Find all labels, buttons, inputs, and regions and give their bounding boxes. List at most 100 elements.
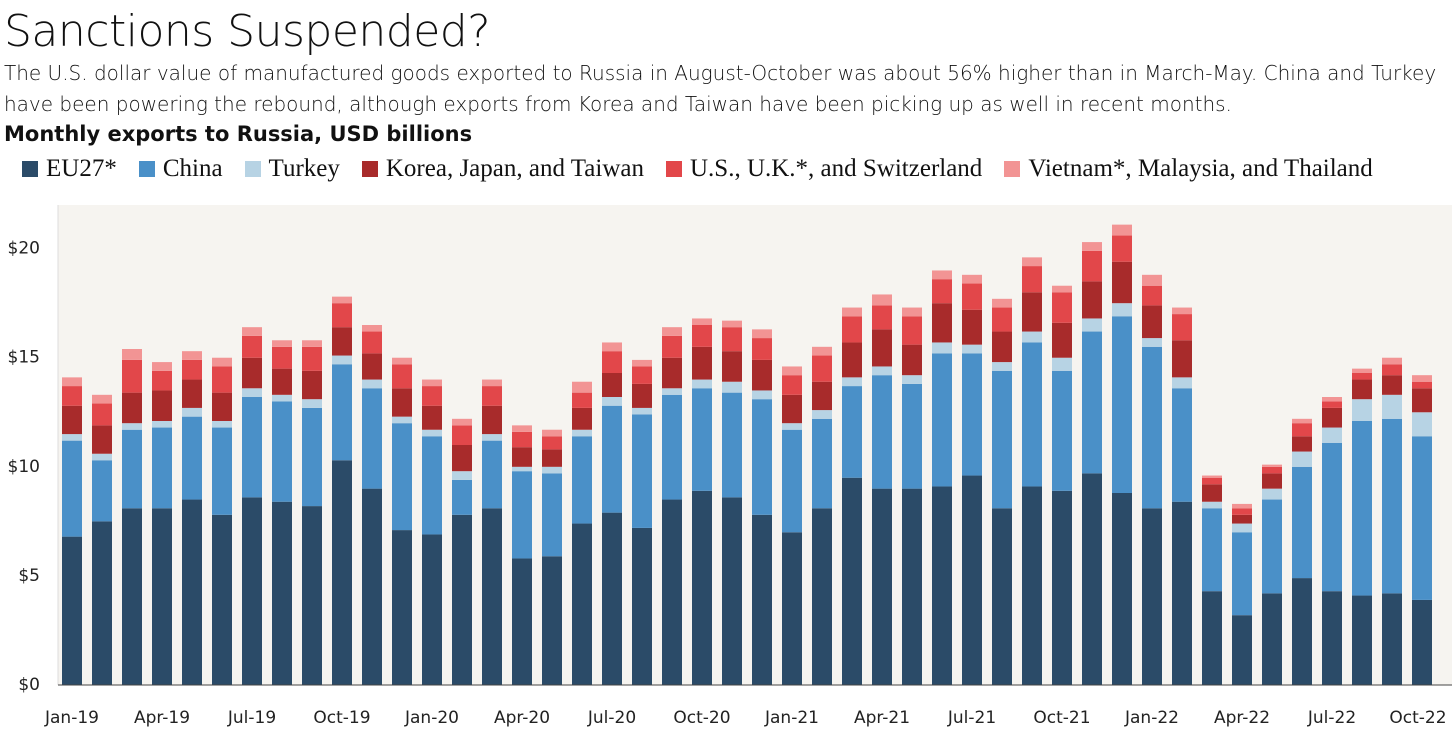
bar-segment xyxy=(662,394,682,500)
bar-segment xyxy=(1112,493,1132,685)
bar-segment xyxy=(722,320,742,328)
bar-segment xyxy=(1142,274,1162,286)
bar-segment xyxy=(722,392,742,498)
legend-item: U.S., U.K.*, and Switzerland xyxy=(665,154,982,184)
bar-segment xyxy=(272,394,292,402)
bar-segment xyxy=(362,353,382,380)
x-tick-label: Jul-19 xyxy=(227,708,276,728)
bar-segment xyxy=(182,407,202,417)
bar-segment xyxy=(422,386,442,406)
bar-segment xyxy=(902,316,922,345)
bar-segment xyxy=(272,501,292,685)
x-tick-label: Jan-21 xyxy=(764,708,819,728)
bar-segment xyxy=(1412,375,1432,382)
bar-segment xyxy=(692,490,712,685)
bar-segment xyxy=(272,340,292,347)
legend-label: Korea, Japan, and Taiwan xyxy=(385,155,644,182)
bar-segment xyxy=(1322,397,1342,402)
legend-swatch xyxy=(1004,161,1021,177)
bar-segment xyxy=(1322,591,1342,685)
bar-segment xyxy=(812,355,832,382)
bar-segment xyxy=(872,366,892,376)
bar-segment xyxy=(1322,407,1342,428)
y-tick-label: $15 xyxy=(8,348,40,368)
bar-segment xyxy=(662,388,682,395)
bar-segment xyxy=(722,497,742,685)
bar-segment xyxy=(1322,442,1342,592)
x-tick-label: Oct-19 xyxy=(313,708,370,728)
bar-segment xyxy=(92,425,112,454)
bar-segment xyxy=(1202,508,1222,592)
bar-segment xyxy=(62,536,82,685)
bar-segment xyxy=(392,388,412,417)
bar-segment xyxy=(572,436,592,524)
legend-label: Turkey xyxy=(268,155,340,182)
bar-segment xyxy=(722,351,742,382)
bar-segment xyxy=(332,303,352,328)
bar-segment xyxy=(212,427,232,515)
bar-segment xyxy=(152,427,172,509)
bar-segment xyxy=(572,523,592,685)
bar-segment xyxy=(122,429,142,509)
x-tick-label: Apr-21 xyxy=(854,708,910,728)
bar-segment xyxy=(182,359,202,380)
legend-item: Korea, Japan, and Taiwan xyxy=(361,154,644,184)
bar-segment xyxy=(1172,307,1192,315)
bar-segment xyxy=(932,270,952,280)
bar-segment xyxy=(872,375,892,489)
bar-segment xyxy=(1412,412,1432,437)
bar-segment xyxy=(512,431,532,448)
bar-segment xyxy=(902,344,922,376)
bar-segment xyxy=(542,466,562,474)
bar-segment xyxy=(452,445,472,472)
bar-segment xyxy=(962,274,982,284)
bar-segment xyxy=(392,416,412,424)
bar-segment xyxy=(1262,473,1282,489)
bar-segment xyxy=(512,425,532,432)
bar-segment xyxy=(242,327,262,336)
bar-segment xyxy=(752,329,772,339)
bar-segment xyxy=(872,329,892,367)
x-tick-label: Oct-22 xyxy=(1389,708,1446,728)
bar-segment xyxy=(1082,331,1102,474)
x-tick-label: Jul-22 xyxy=(1307,708,1356,728)
bar-segment xyxy=(632,414,652,528)
bar-segment xyxy=(1112,261,1132,304)
bar-segment xyxy=(992,307,1012,332)
bar-segment xyxy=(1232,508,1252,515)
bar-segment xyxy=(1052,322,1072,358)
bar-segment xyxy=(812,508,832,685)
bar-segment xyxy=(92,403,112,426)
bar-segment xyxy=(962,344,982,354)
bar-segment xyxy=(1172,340,1192,378)
x-tick-label: Jan-20 xyxy=(404,708,459,728)
bar-segment xyxy=(722,381,742,393)
bar-segment xyxy=(152,421,172,428)
bar-segment xyxy=(782,394,802,424)
bar-segment xyxy=(62,386,82,406)
bar-segment xyxy=(842,386,862,478)
bar-segment xyxy=(1382,418,1402,594)
bar-segment xyxy=(212,392,232,421)
bar-segment xyxy=(1352,379,1372,400)
bar-segment xyxy=(1262,593,1282,685)
bar-segment xyxy=(1142,508,1162,685)
bar-segment xyxy=(1022,331,1042,343)
bar-segment xyxy=(392,530,412,685)
bar-segment xyxy=(1382,375,1402,395)
y-tick-label: $5 xyxy=(18,566,40,586)
bar-segment xyxy=(1172,501,1192,685)
bar-segment xyxy=(1112,316,1132,493)
bar-segment xyxy=(422,405,442,430)
bar-segment xyxy=(122,392,142,424)
bar-segment xyxy=(1112,303,1132,317)
bar-segment xyxy=(302,340,322,347)
bar-segment xyxy=(362,331,382,354)
bar-segment xyxy=(1022,266,1042,293)
bar-segment xyxy=(1142,346,1162,509)
bar-segment xyxy=(752,359,772,391)
bar-segment xyxy=(152,362,172,371)
bar-segment xyxy=(332,296,352,304)
bar-segment xyxy=(1262,488,1282,500)
bar-segment xyxy=(962,475,982,685)
